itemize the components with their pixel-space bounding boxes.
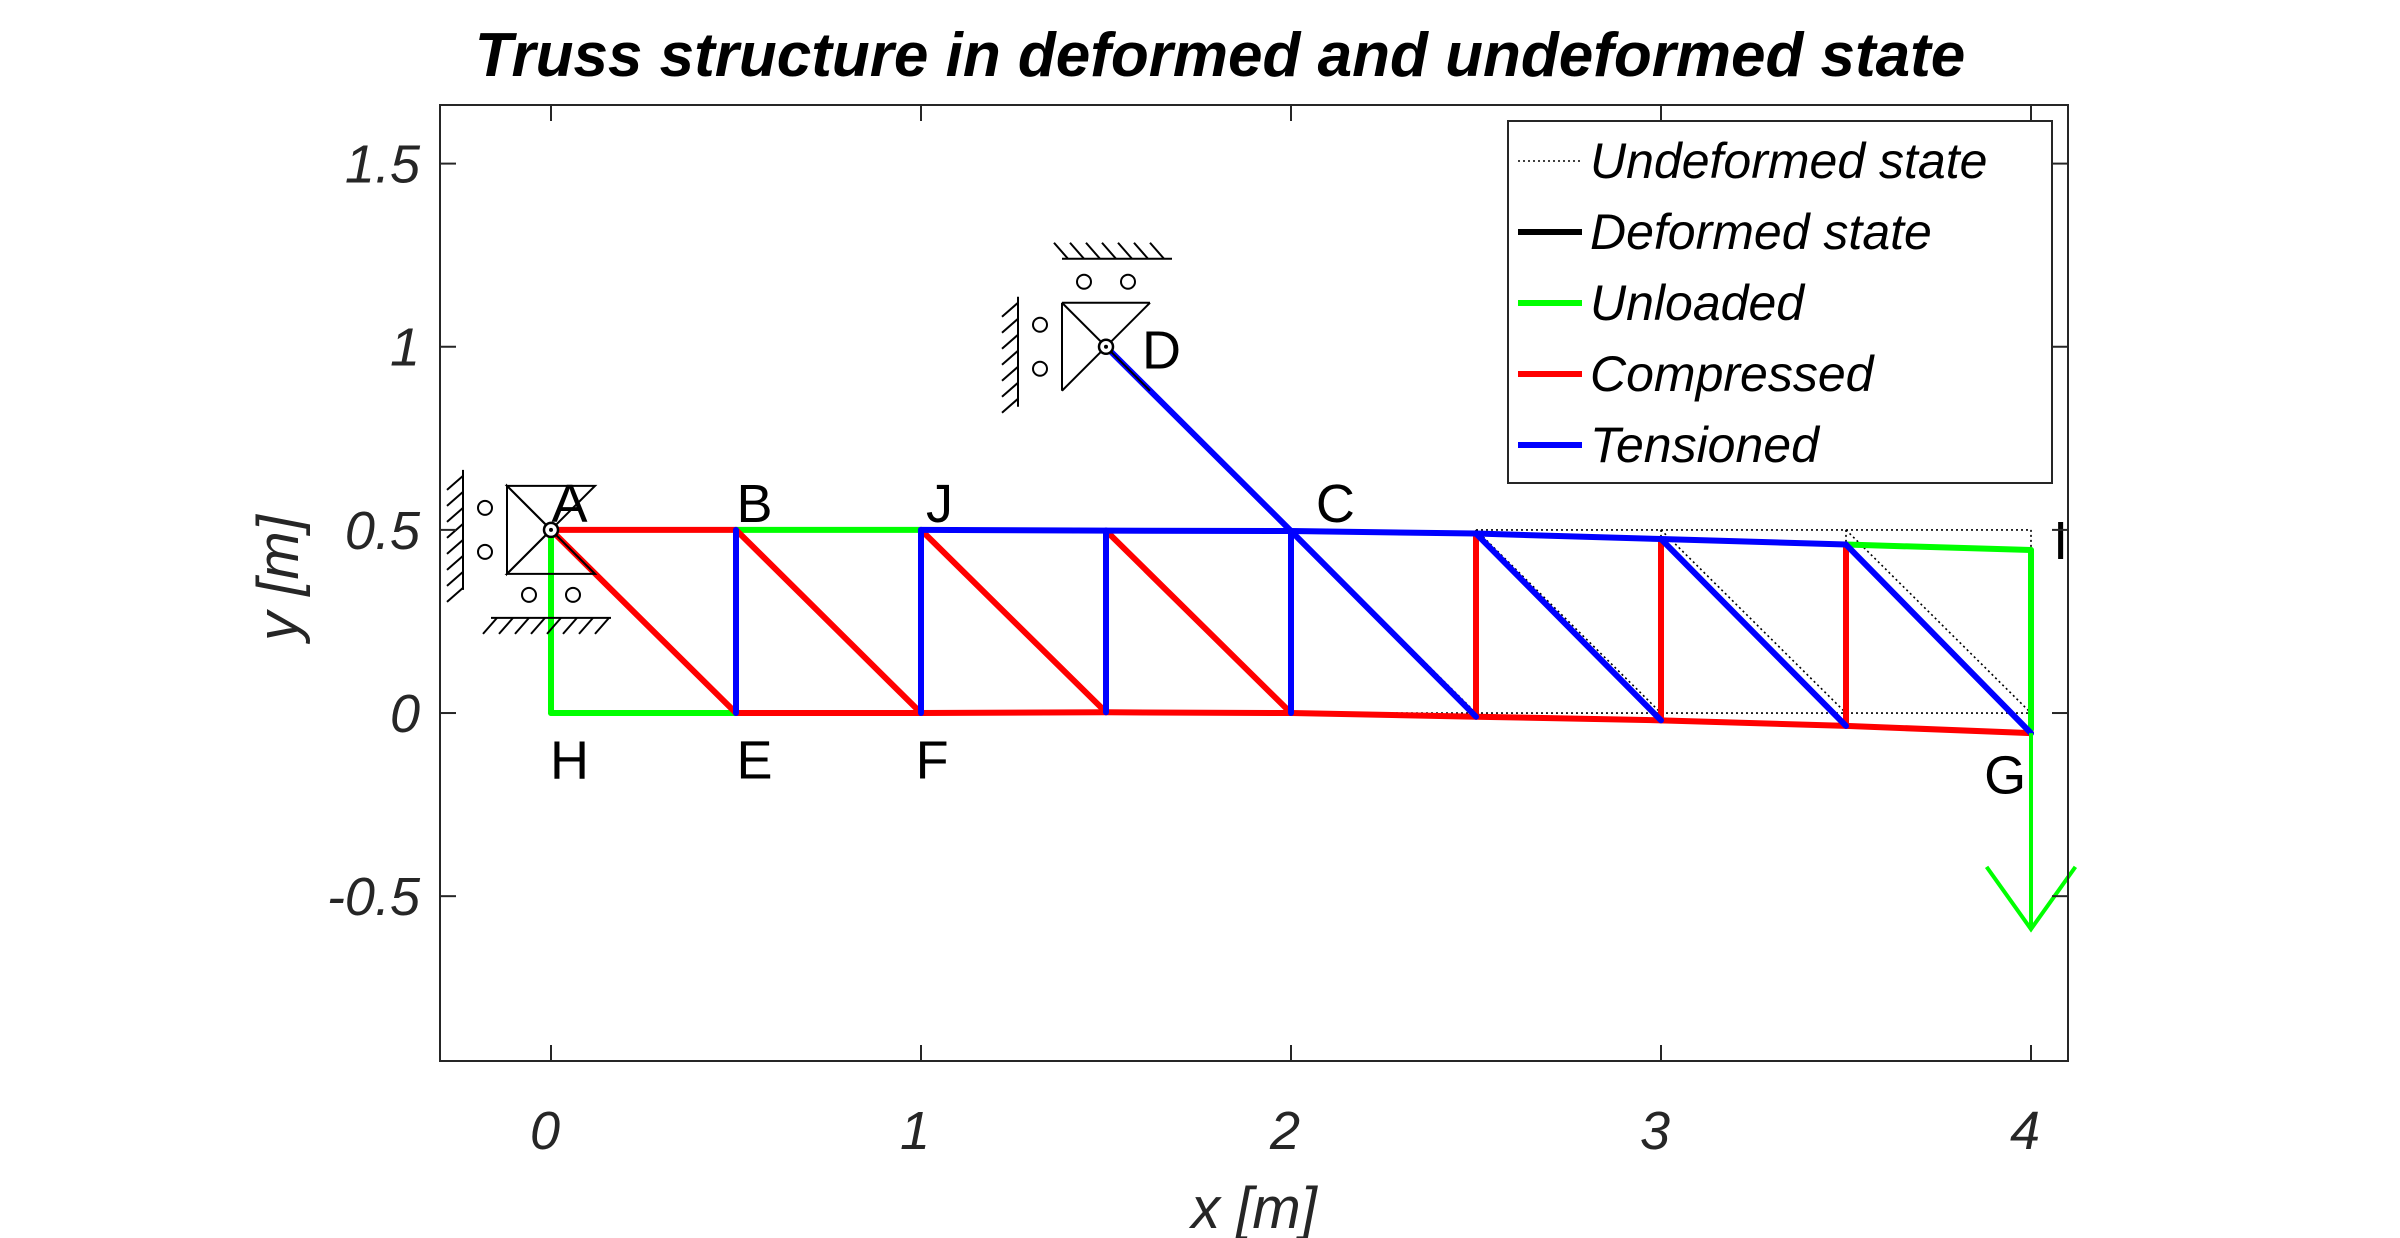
legend-box <box>1507 120 2053 484</box>
node-labels: A B J C D I H E F G <box>550 320 2068 805</box>
x-tick-label: 4 <box>2010 1101 2040 1161</box>
member-compressed-13 <box>1288 710 1479 720</box>
member-tensioned-30 <box>1288 527 1479 720</box>
member-tensioned-28 <box>1658 536 1849 548</box>
x-tick-label: 2 <box>1269 1101 1300 1161</box>
member-compressed-15 <box>1658 717 1849 729</box>
legend-label-2: Unloaded <box>1590 275 1806 331</box>
members-layer <box>548 343 2034 737</box>
legend-label-4: Tensioned <box>1590 417 1821 473</box>
x-tick-label: 0 <box>530 1101 560 1161</box>
legend-label-3: Compressed <box>1590 346 1876 402</box>
node-label-F: F <box>916 731 949 791</box>
node-label-B: B <box>736 474 772 534</box>
y-tick-label: 0 <box>390 684 420 744</box>
undeformed-member-8 <box>1660 529 1847 714</box>
load-arrow-head <box>1984 865 2078 933</box>
member-compressed-12 <box>1103 709 1294 717</box>
member-tensioned-27 <box>1473 530 1664 543</box>
node-label-C: C <box>1316 474 1355 534</box>
member-compressed-9 <box>1103 527 1294 717</box>
y-tick-label: 1.5 <box>345 135 421 195</box>
chart-title: Truss structure in deformed and undeform… <box>475 21 1966 90</box>
y-axis-label: y [m] <box>246 513 311 645</box>
node-label-I: I <box>2053 511 2068 571</box>
node-label-E: E <box>736 731 772 791</box>
load-arrow <box>1984 733 2078 933</box>
node-label-H: H <box>550 731 589 791</box>
plot-frame <box>439 104 2069 1062</box>
member-compressed-14 <box>1473 713 1664 724</box>
member-compressed-11 <box>918 709 1109 717</box>
x-axis-label: x [m] <box>1188 1176 1319 1238</box>
y-tick-label: 0.5 <box>345 501 421 561</box>
member-tensioned-24 <box>918 526 1109 534</box>
member-tensioned-31 <box>1473 530 1664 724</box>
member-compressed-7 <box>733 526 924 717</box>
member-tensioned-26 <box>1288 527 1479 537</box>
member-compressed-8 <box>918 526 1109 716</box>
support-A-icon <box>446 469 611 635</box>
legend: Undeformed state Deformed state Unloaded Co… <box>1507 120 2053 484</box>
undeformed-member-9 <box>1845 529 2032 714</box>
member-tensioned-33 <box>1843 541 2034 737</box>
node-label-A: A <box>551 474 587 534</box>
node-label-J: J <box>926 474 953 534</box>
legend-label-1: Deformed state <box>1590 204 1932 260</box>
supports-layer <box>446 242 1172 635</box>
member-unloaded-3 <box>1843 541 2034 554</box>
axis-ticks: 0 1 2 3 4 -0.5 0 0.5 1 1.5 <box>327 105 2068 1161</box>
y-tick-label: 1 <box>390 318 420 378</box>
node-label-G: G <box>1984 745 2026 805</box>
x-tick-label: 3 <box>1640 1101 1670 1161</box>
node-label-D: D <box>1142 320 1181 380</box>
member-tensioned-32 <box>1658 536 1849 729</box>
support-D-icon <box>1001 242 1172 414</box>
x-tick-label: 1 <box>900 1101 930 1161</box>
y-tick-label: -0.5 <box>327 867 421 927</box>
legend-label-0: Undeformed state <box>1590 133 1987 189</box>
undeformed-member-7 <box>1475 529 1662 714</box>
member-compressed-16 <box>1843 722 2034 737</box>
